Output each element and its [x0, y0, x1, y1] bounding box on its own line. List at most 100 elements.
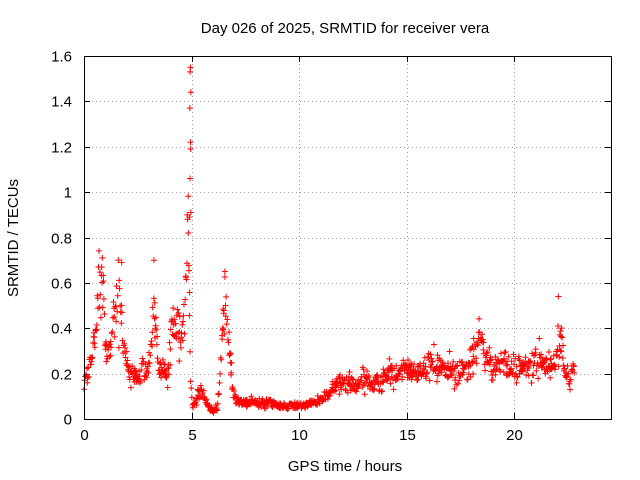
- y-tick-label: 1.2: [51, 140, 72, 157]
- data-point: [88, 355, 95, 362]
- data-point: [486, 344, 493, 351]
- data-point: [221, 273, 228, 280]
- data-point: [473, 355, 480, 362]
- x-tick-label: 10: [291, 427, 308, 444]
- grid-lines: [84, 56, 611, 419]
- data-point: [555, 363, 562, 370]
- data-point: [535, 362, 542, 369]
- data-point: [114, 308, 121, 315]
- data-point: [220, 306, 227, 313]
- data-point: [113, 318, 120, 325]
- data-point: [557, 347, 564, 354]
- data-point: [423, 375, 430, 382]
- data-point: [420, 360, 427, 367]
- data-point: [379, 379, 386, 386]
- data-point: [439, 359, 446, 366]
- data-point: [371, 385, 378, 392]
- data-point: [185, 229, 192, 236]
- data-point: [545, 349, 552, 356]
- data-point: [122, 344, 129, 351]
- data-point: [551, 366, 558, 373]
- data-point: [500, 369, 507, 376]
- data-point: [96, 269, 103, 276]
- data-point: [94, 295, 101, 302]
- data-point: [326, 392, 333, 399]
- data-point: [100, 278, 107, 285]
- data-point: [111, 314, 118, 321]
- data-point: [109, 328, 116, 335]
- data-point: [349, 376, 356, 383]
- data-point: [214, 407, 221, 414]
- data-point: [132, 367, 139, 374]
- data-point: [536, 335, 543, 342]
- data-point: [118, 259, 125, 266]
- data-point: [554, 322, 561, 329]
- data-point: [314, 392, 321, 399]
- data-point: [105, 346, 112, 353]
- data-point: [186, 267, 193, 274]
- data-point: [332, 387, 339, 394]
- data-point: [145, 370, 152, 377]
- data-point: [107, 352, 114, 359]
- data-point: [167, 326, 174, 333]
- data-point: [285, 405, 292, 412]
- data-point: [106, 341, 113, 348]
- data-point: [497, 368, 504, 375]
- data-point: [558, 333, 565, 340]
- data-point: [385, 375, 392, 382]
- y-axis-label: SRMTID / TECUs: [5, 179, 22, 297]
- data-point: [100, 296, 107, 303]
- data-point: [427, 351, 434, 358]
- plot-frame: [84, 56, 612, 420]
- data-points: [81, 64, 578, 416]
- data-point: [452, 374, 459, 381]
- data-point: [350, 376, 357, 383]
- data-point: [429, 358, 436, 365]
- data-point: [149, 329, 156, 336]
- data-point: [560, 362, 567, 369]
- data-point: [444, 374, 451, 381]
- chart-title: Day 026 of 2025, SRMTID for receiver ver…: [201, 20, 490, 37]
- data-point: [423, 370, 430, 377]
- data-point: [143, 374, 150, 381]
- data-point: [530, 352, 537, 359]
- data-point: [224, 316, 231, 323]
- data-point: [186, 289, 193, 296]
- data-point: [422, 363, 429, 370]
- data-point: [426, 377, 433, 384]
- data-point: [460, 369, 467, 376]
- data-point: [123, 348, 130, 355]
- data-point: [149, 304, 156, 311]
- data-point: [116, 285, 123, 292]
- data-point: [158, 374, 165, 381]
- data-point: [167, 346, 174, 353]
- y-tick-label: 1.6: [51, 49, 72, 66]
- data-point: [412, 367, 419, 374]
- data-point: [151, 315, 158, 322]
- data-point: [186, 105, 193, 112]
- data-point: [187, 89, 194, 96]
- data-point: [179, 318, 186, 325]
- data-point: [166, 339, 173, 346]
- data-point: [558, 325, 565, 332]
- data-point: [115, 344, 122, 351]
- data-point: [222, 302, 229, 309]
- data-point: [570, 363, 577, 370]
- data-point: [394, 375, 401, 382]
- data-point: [450, 358, 457, 365]
- data-point: [97, 291, 104, 298]
- data-point: [405, 357, 412, 364]
- data-point: [221, 331, 228, 338]
- data-point: [474, 341, 481, 348]
- data-point: [218, 356, 225, 363]
- data-point: [395, 371, 402, 378]
- data-point: [484, 349, 491, 356]
- data-point: [187, 68, 194, 75]
- data-point: [219, 336, 226, 343]
- data-point: [380, 366, 387, 373]
- data-point: [535, 375, 542, 382]
- data-point: [99, 279, 106, 286]
- data-point: [523, 371, 530, 378]
- data-point: [195, 387, 202, 394]
